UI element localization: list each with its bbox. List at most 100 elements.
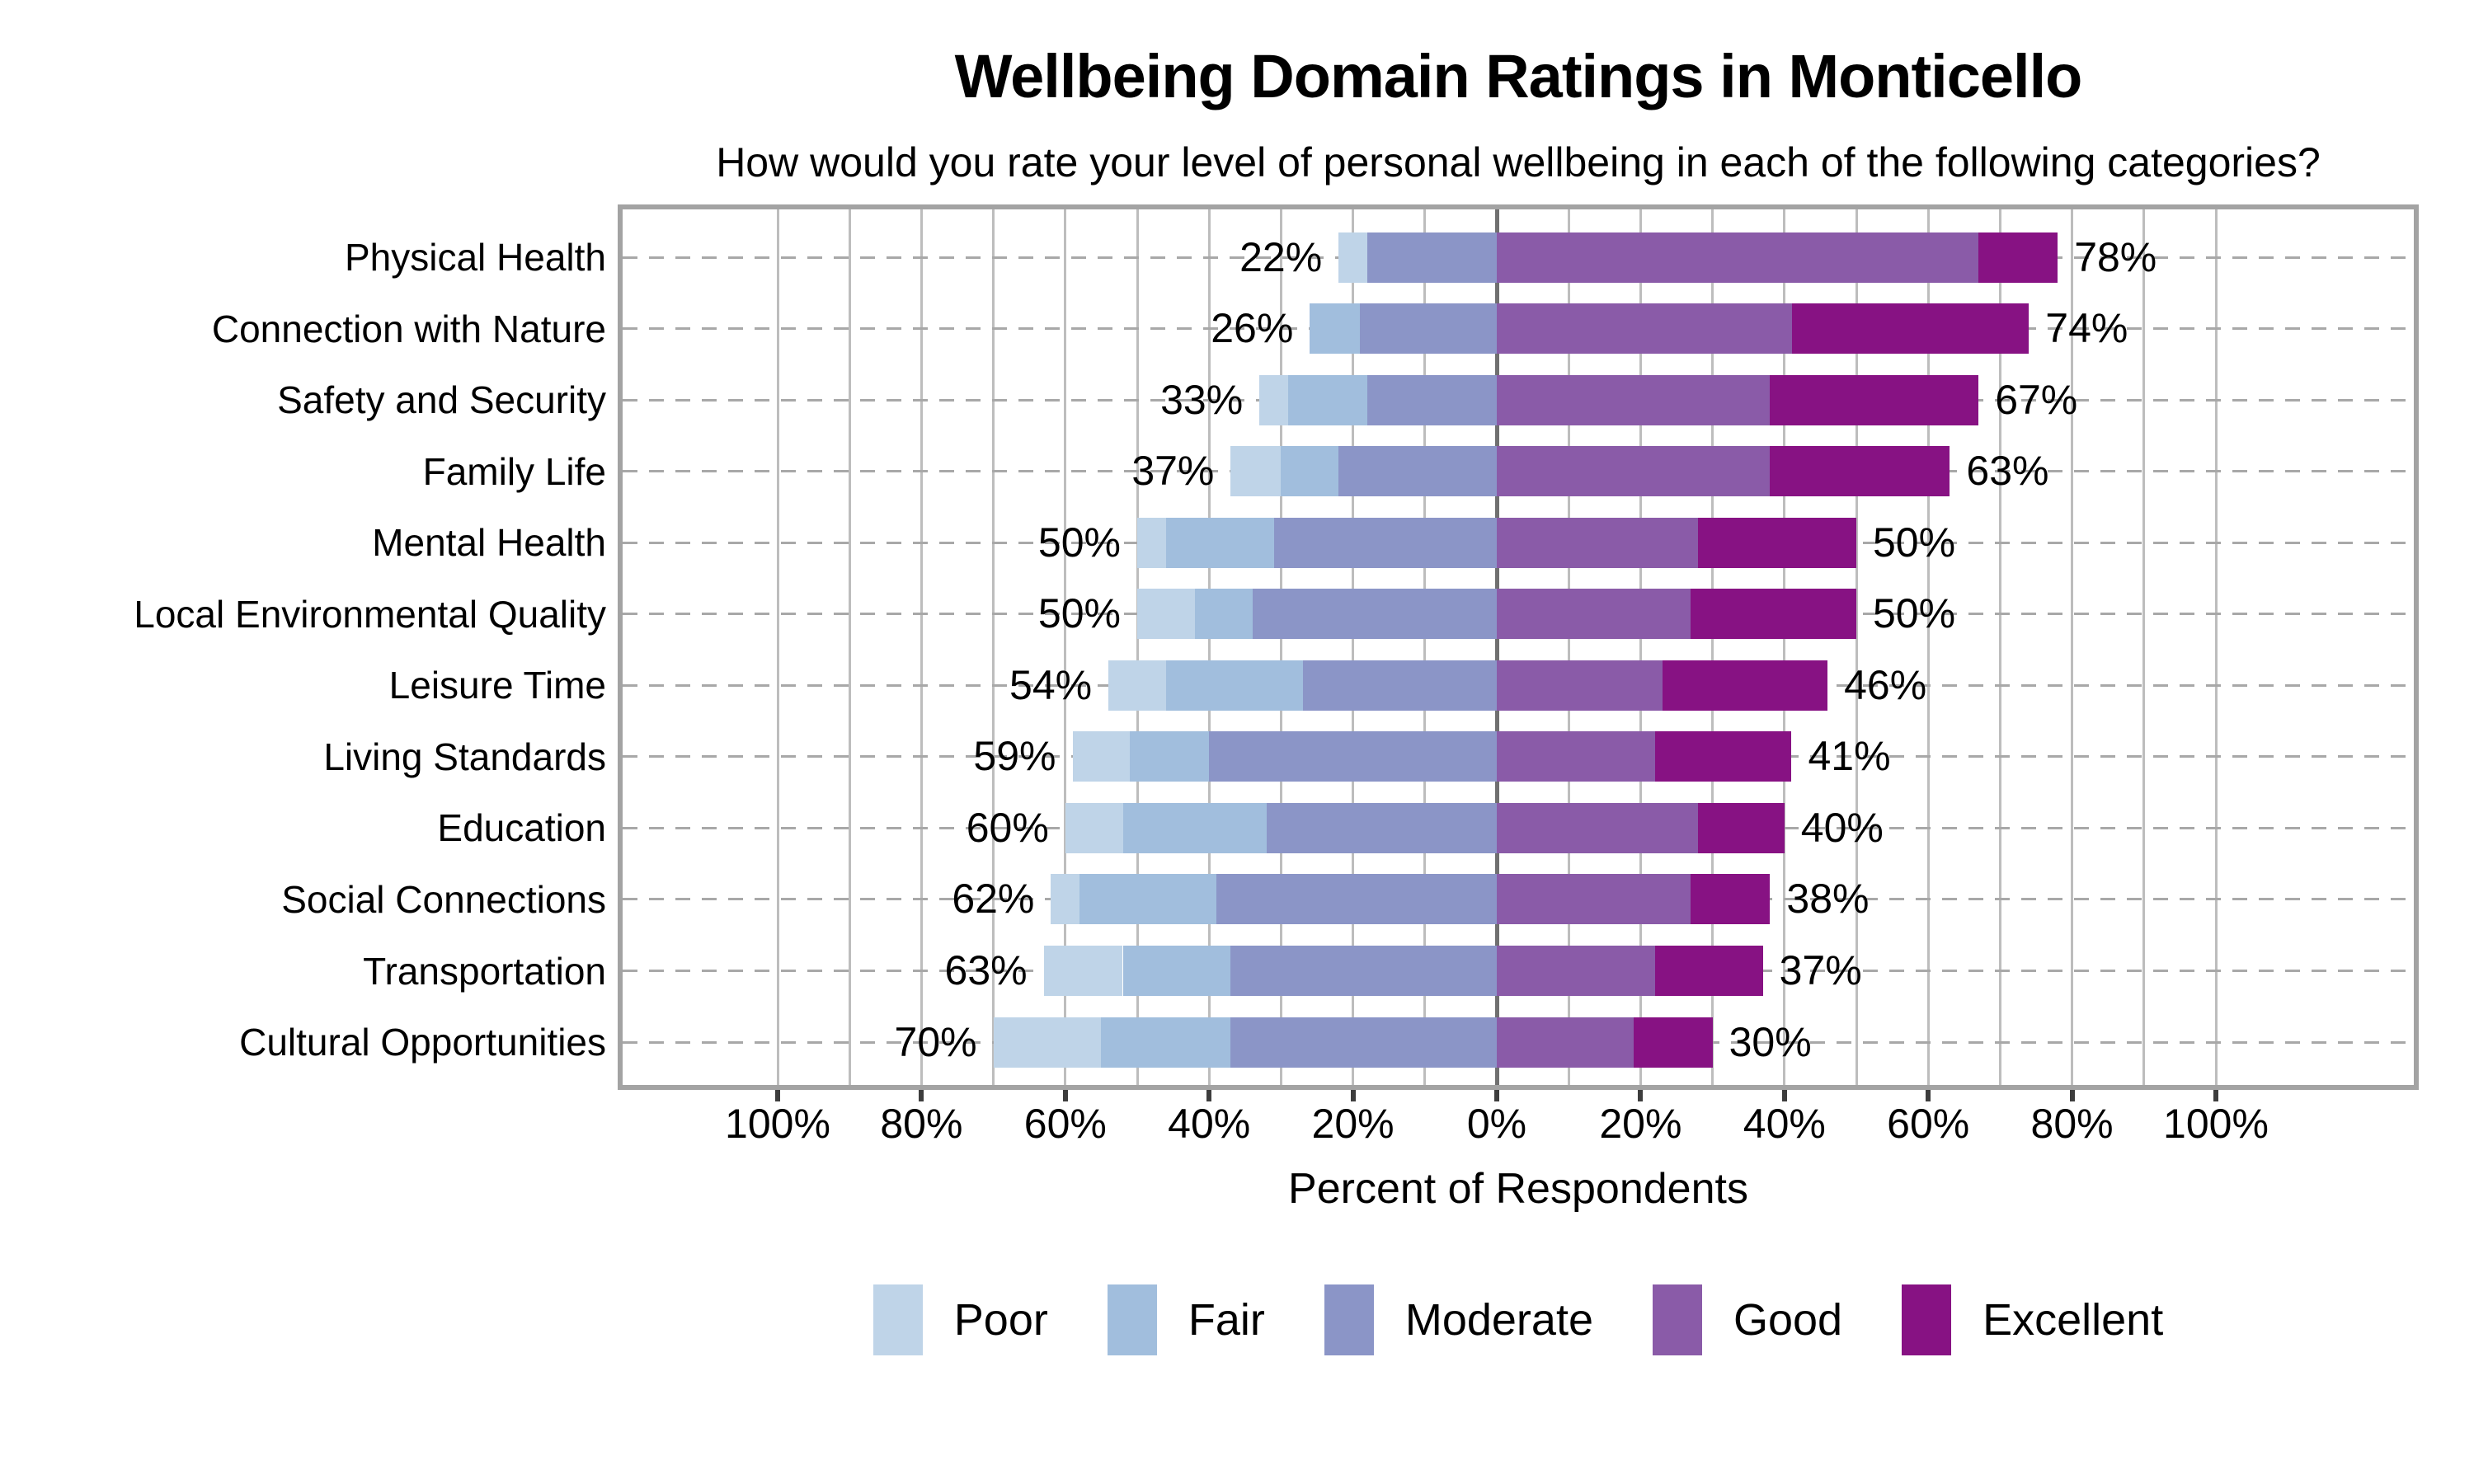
bar-segment-fair [1165,660,1303,711]
vertical-gridline [848,209,851,1085]
bar-segment-fair [1288,374,1367,425]
legend-label: Moderate [1404,1295,1593,1345]
bar-segment-excellent [1770,374,1979,425]
x-tick-label: 80% [2030,1101,2114,1147]
bar-segment-excellent [1691,874,1771,925]
legend-swatch-good [1652,1284,1702,1355]
category-label: Cultural Opportunities [239,1021,606,1064]
bar-segment-excellent [1633,1017,1713,1068]
value-label-right: 74% [2045,305,2128,352]
bar-segment-poor [1108,660,1166,711]
bar-segment-fair [1194,589,1253,640]
value-label-left: 26% [1211,305,1294,352]
chart-title: Wellbeing Domain Ratings in Monticello [954,42,2083,110]
bar-segment-moderate [1252,589,1497,640]
bar-segment-good [1497,1017,1634,1068]
legend-swatch-fair [1107,1284,1157,1355]
bar-segment-good [1497,303,1792,355]
value-label-right: 67% [1995,376,2078,423]
x-tick-mark [1062,1085,1068,1101]
legend-item-good: Good [1652,1284,1843,1355]
vertical-gridline [1855,209,1858,1085]
value-label-right: 50% [1873,519,1956,566]
bar-segment-good [1497,660,1663,711]
bar-segment-moderate [1230,1017,1497,1068]
legend-label: Fair [1188,1295,1265,1345]
bar-segment-poor [1137,589,1195,640]
x-tick-label: 80% [880,1101,963,1147]
bar-segment-excellent [1698,802,1785,853]
value-label-right: 41% [1808,733,1891,780]
category-label: Local Environmental Quality [134,592,606,636]
legend-swatch-excellent [1902,1284,1952,1355]
legend-label: Poor [953,1295,1048,1345]
bar-segment-poor [1259,374,1289,425]
value-label-left: 50% [1037,519,1121,566]
bar-segment-fair [1165,517,1274,568]
bar-segment-fair [1101,1017,1231,1068]
legend-label: Excellent [1982,1295,2164,1345]
bar-segment-moderate [1273,517,1497,568]
value-label-right: 63% [1966,448,2049,495]
category-label: Social Connections [281,877,606,921]
plot-area: 22% 78% 26% 74% 33% 67% 37% 63% 50% 50% 50% 50% 54% 4… [618,204,2419,1090]
x-tick-mark [1206,1085,1212,1101]
vertical-gridline [1998,209,2001,1085]
bar-segment-good [1497,802,1699,853]
x-tick-label: 60% [1023,1101,1107,1147]
value-label-right: 38% [1786,876,1870,923]
x-tick-label: 40% [1743,1101,1826,1147]
x-tick-mark [2069,1085,2075,1101]
bar-segment-good [1497,374,1771,425]
legend-swatch-poor [872,1284,923,1355]
bar-segment-moderate [1367,232,1497,283]
legend-swatch-moderate [1324,1284,1374,1355]
value-label-left: 22% [1239,233,1323,280]
vertical-gridline [992,209,995,1085]
vertical-gridline [1136,209,1139,1085]
vertical-gridline [1926,209,1930,1085]
x-tick-label: 20% [1599,1101,1682,1147]
vertical-gridline [2214,209,2218,1085]
bar-segment-good [1497,232,1979,283]
bar-segment-moderate [1367,374,1497,425]
vertical-gridline [1207,209,1211,1085]
bar-segment-poor [1051,874,1080,925]
value-label-left: 33% [1160,376,1244,423]
x-tick-mark [775,1085,780,1101]
value-label-left: 60% [966,804,1049,851]
bar-segment-poor [1137,517,1166,568]
category-label: Family Life [422,449,606,493]
bar-segment-moderate [1216,874,1497,925]
bar-segment-moderate [1360,303,1497,355]
vertical-gridline [1711,209,1714,1085]
value-label-left: 62% [952,876,1035,923]
x-tick-mark [919,1085,924,1101]
x-tick-label: 60% [1887,1101,1970,1147]
bar-segment-poor [993,1017,1102,1068]
category-label: Connection with Nature [211,307,606,350]
value-label-left: 37% [1131,448,1215,495]
bar-segment-poor [1338,232,1368,283]
vertical-gridline [920,209,923,1085]
vertical-gridline [1064,209,1067,1085]
legend-item-moderate: Moderate [1324,1284,1593,1355]
legend-label: Good [1733,1295,1843,1345]
bar-segment-good [1497,517,1699,568]
bar-segment-excellent [1978,232,2058,283]
x-tick-mark [1926,1085,1931,1101]
legend-item-poor: Poor [872,1284,1048,1355]
legend: Poor Fair Moderate Good Excellent [623,1284,2414,1355]
bar-segment-excellent [1770,446,1950,497]
x-tick-mark [2213,1085,2218,1101]
vertical-gridline [1783,209,1786,1085]
x-tick-mark [1350,1085,1356,1101]
category-label: Leisure Time [388,664,606,707]
bar-segment-moderate [1302,660,1497,711]
x-tick-label: 20% [1311,1101,1395,1147]
bar-segment-fair [1122,802,1267,853]
chart-subtitle: How would you rate your level of persona… [716,139,2321,186]
legend-item-fair: Fair [1107,1284,1265,1355]
vertical-gridline [2142,209,2146,1085]
